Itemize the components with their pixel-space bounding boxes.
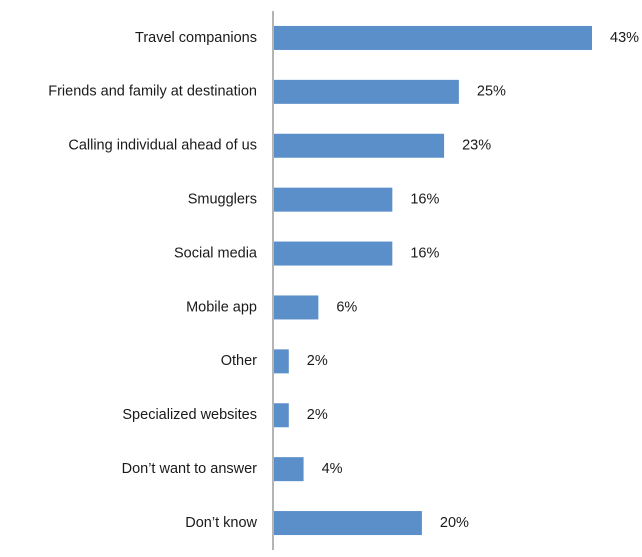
bar-social-media: [274, 241, 393, 266]
bar-specialized-websites: [274, 403, 289, 428]
value-label: 20%: [440, 515, 469, 531]
value-label: 2%: [307, 407, 328, 423]
value-label: 16%: [410, 191, 439, 207]
bar-mobile-app: [274, 295, 319, 320]
category-label: Social media: [174, 245, 258, 261]
category-label: Don’t want to answer: [122, 461, 258, 477]
bar-other: [274, 349, 289, 374]
bar-calling-individual-ahead-of-us: [274, 133, 445, 158]
category-label: Smugglers: [188, 191, 257, 207]
category-label: Other: [221, 353, 257, 369]
value-label: 25%: [477, 84, 506, 100]
value-label: 4%: [322, 461, 343, 477]
value-label: 43%: [610, 30, 639, 46]
bar-friends-and-family-at-destination: [274, 79, 459, 104]
category-label: Don’t know: [185, 515, 257, 531]
labels-layer: Travel companions 43% Friends and family a…: [48, 30, 639, 531]
value-label: 23%: [462, 138, 491, 154]
category-label: Calling individual ahead of us: [68, 138, 257, 154]
category-label: Friends and family at destination: [48, 84, 257, 100]
bars-layer: [274, 25, 592, 536]
value-label: 16%: [410, 245, 439, 261]
value-label: 6%: [336, 299, 357, 315]
category-label: Travel companions: [135, 30, 257, 46]
value-label: 2%: [307, 353, 328, 369]
bar-don-t-want-to-answer: [274, 457, 304, 482]
bar-travel-companions: [274, 25, 592, 50]
category-label: Specialized websites: [122, 407, 257, 423]
category-label: Mobile app: [186, 299, 257, 315]
bar-smugglers: [274, 187, 393, 212]
bar-don-t-know: [274, 511, 422, 536]
